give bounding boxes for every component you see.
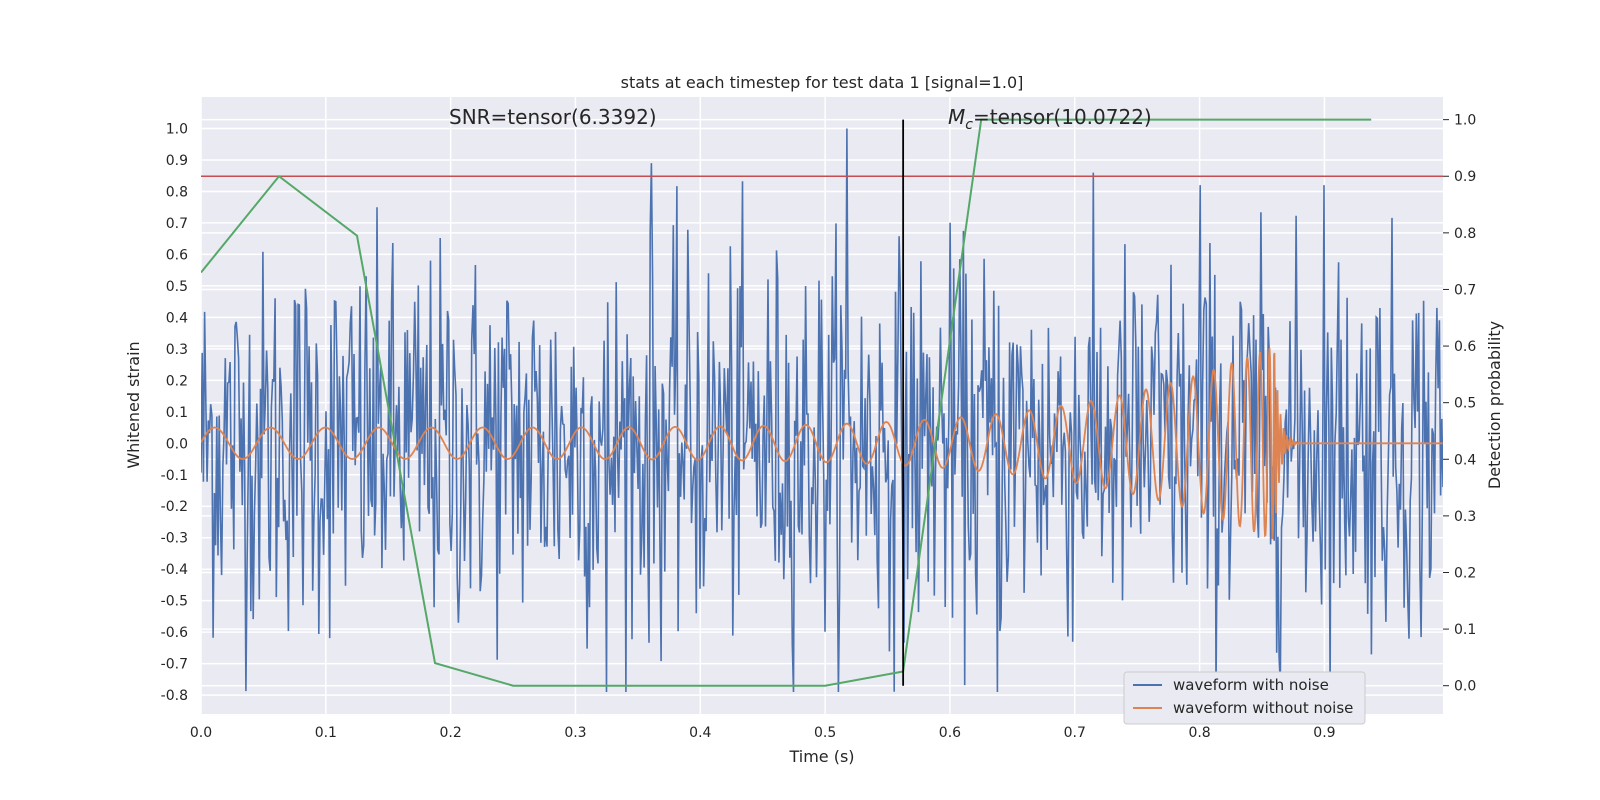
y2-tick-label: 0.6 [1454, 339, 1476, 355]
y2-tick-label: 0.0 [1454, 679, 1476, 695]
y-tick-label: -0.4 [161, 562, 188, 578]
ticks-layer: 0.0 0.1 0.2 0.3 0.4 0.5 0.6 0.7 0.8 0.9 1.0 0.9 0.8 0… [161, 113, 1477, 741]
y-tick-label: 0.2 [166, 373, 188, 389]
y-axis-label: Whitened strain [124, 341, 143, 468]
y2-tick-label: 0.4 [1454, 452, 1476, 468]
y-tick-label: 0.4 [166, 310, 188, 326]
y-tick-label: -0.7 [161, 657, 188, 673]
series-layer [201, 118, 1443, 693]
x-tick-label: 0.7 [1064, 725, 1086, 741]
y2-axis-label: Detection probability [1485, 321, 1504, 489]
x-tick-label: 0.9 [1313, 725, 1335, 741]
y-tick-label: 0.9 [166, 153, 188, 169]
legend-label-clean: waveform without noise [1173, 699, 1353, 717]
legend-label-noise: waveform with noise [1173, 676, 1329, 694]
y-tick-label: 0.1 [166, 405, 188, 421]
y2-tick-label: 0.9 [1454, 169, 1476, 185]
x-tick-label: 0.5 [814, 725, 836, 741]
y-tick-label: -0.1 [161, 468, 188, 484]
chirp-mass-annotation: Mc=tensor(10.0722) [948, 105, 1152, 133]
y-tick-label: 0.3 [166, 342, 188, 358]
y2-tick-label: 1.0 [1454, 113, 1476, 129]
x-tick-label: 0.2 [440, 725, 462, 741]
y2-tick-label: 0.1 [1454, 622, 1476, 638]
y2-tick-label: 0.7 [1454, 282, 1476, 298]
chart-title: stats at each timestep for test data 1 [… [621, 73, 1024, 92]
x-tick-label: 0.6 [939, 725, 961, 741]
y-tick-label: 0.7 [166, 216, 188, 232]
x-tick-label: 0.8 [1188, 725, 1210, 741]
y2-tick-label: 0.2 [1454, 565, 1476, 581]
y2-tick-label: 0.5 [1454, 396, 1476, 412]
x-tick-label: 0.4 [689, 725, 711, 741]
chirp-mass-symbol: M [948, 105, 965, 129]
legend-box [1123, 671, 1366, 725]
y-tick-label: -0.8 [161, 688, 188, 704]
legend: waveform with noise waveform without noi… [1123, 671, 1366, 725]
y-tick-label: -0.6 [161, 625, 188, 641]
y-tick-label: 0.0 [166, 436, 188, 452]
chirp-mass-value: =tensor(10.0722) [973, 105, 1152, 129]
y2-tick-label: 0.8 [1454, 226, 1476, 242]
snr-annotation: SNR=tensor(6.3392) [449, 105, 657, 129]
series-detection-probability [201, 118, 1372, 687]
series-waveform-without-noise [201, 347, 1443, 540]
y-tick-label: 0.8 [166, 184, 188, 200]
y-tick-label: -0.5 [161, 594, 188, 610]
x-tick-label: 0.0 [190, 725, 212, 741]
x-tick-label: 0.3 [564, 725, 586, 741]
chirp-mass-subscript: c [965, 117, 973, 133]
x-tick-label: 0.1 [315, 725, 337, 741]
y2-tick-label: 0.3 [1454, 509, 1476, 525]
y-tick-label: 0.5 [166, 279, 188, 295]
y-tick-label: 0.6 [166, 247, 188, 263]
x-axis-label: Time (s) [788, 747, 854, 766]
y-tick-label: -0.2 [161, 499, 188, 515]
y-tick-label: -0.3 [161, 531, 188, 547]
y-tick-label: 1.0 [166, 121, 188, 137]
